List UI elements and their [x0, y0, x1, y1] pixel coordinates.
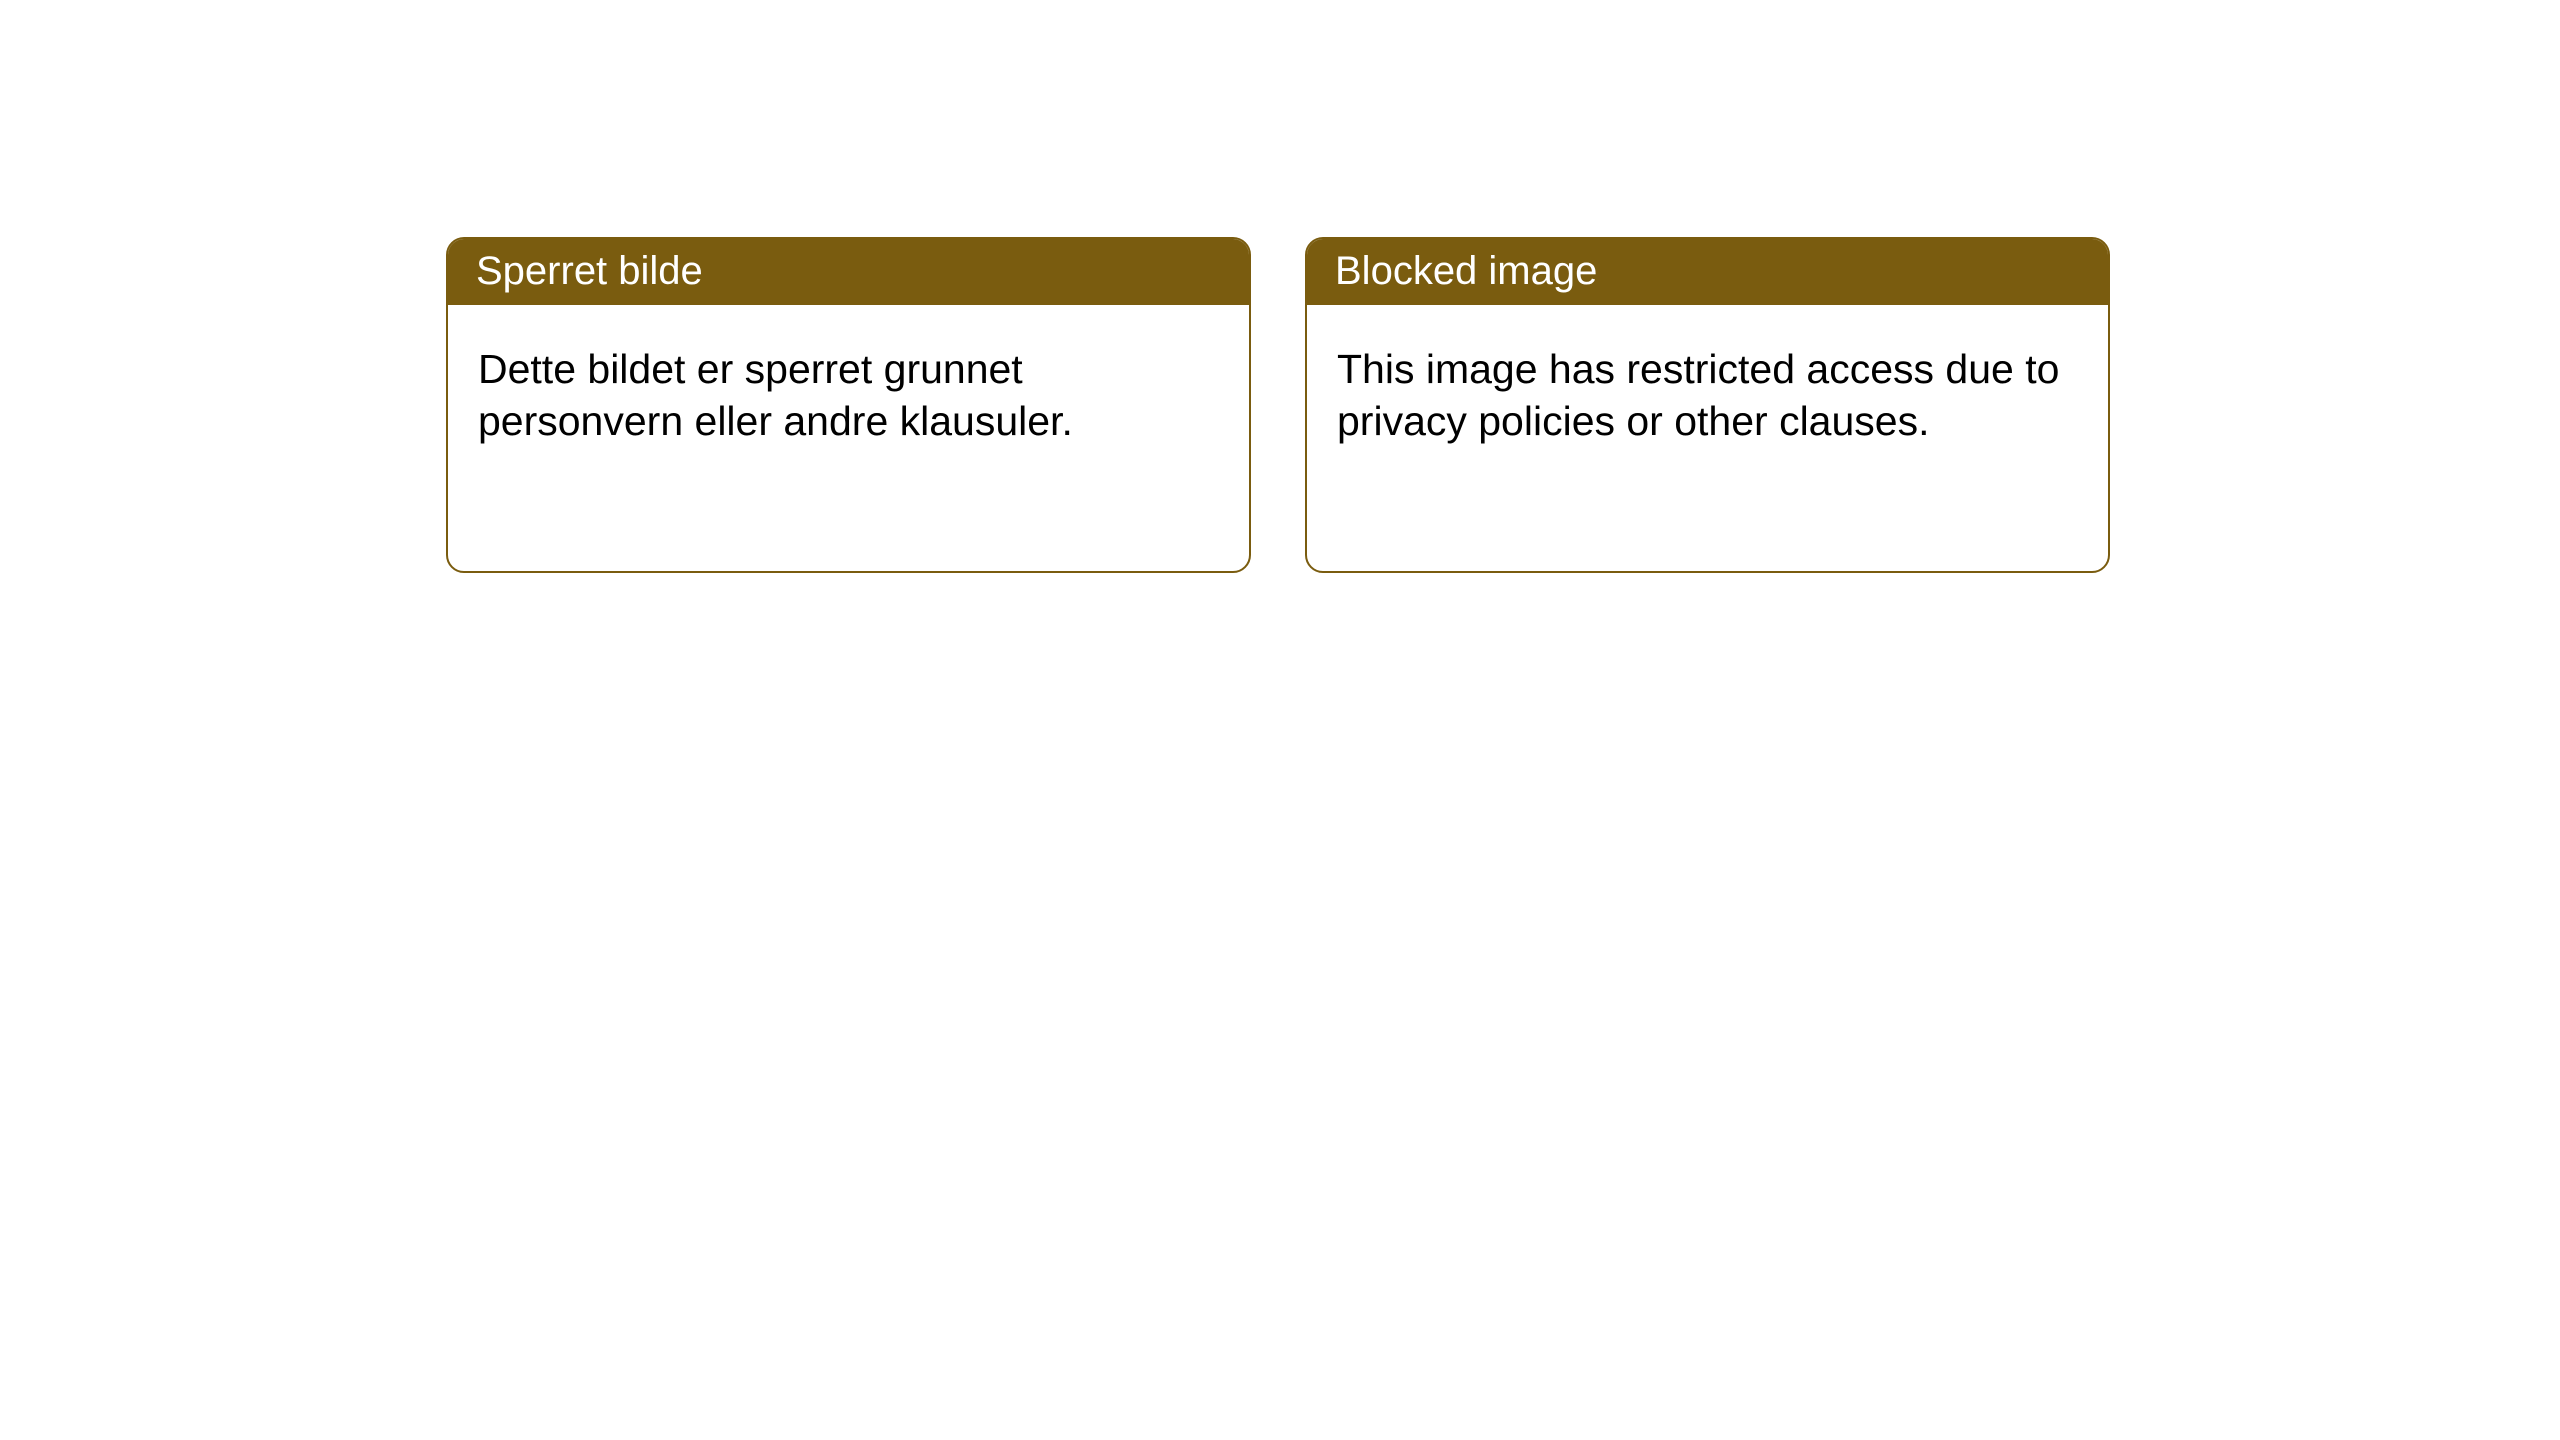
- blocked-image-notice-no: Sperret bilde Dette bildet er sperret gr…: [446, 237, 1251, 573]
- notice-title-no: Sperret bilde: [448, 239, 1249, 305]
- notice-title-en: Blocked image: [1307, 239, 2108, 305]
- notice-body-no: Dette bildet er sperret grunnet personve…: [448, 305, 1249, 478]
- blocked-image-notice-en: Blocked image This image has restricted …: [1305, 237, 2110, 573]
- notice-body-en: This image has restricted access due to …: [1307, 305, 2108, 478]
- notice-row: Sperret bilde Dette bildet er sperret gr…: [0, 0, 2560, 573]
